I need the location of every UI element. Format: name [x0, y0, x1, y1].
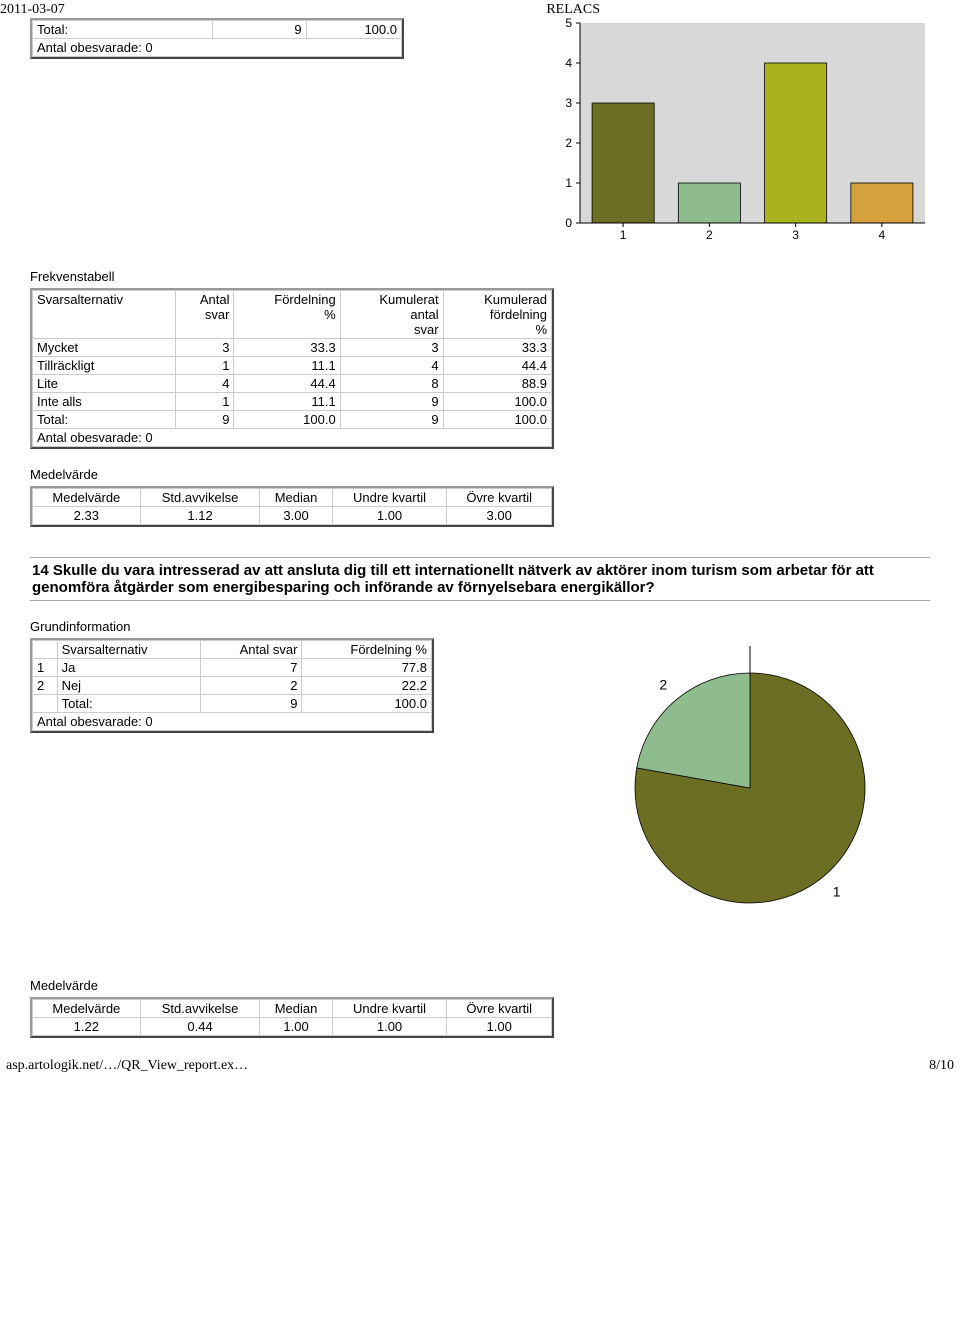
svg-text:3: 3	[792, 228, 799, 242]
top-total-svar: 9	[212, 21, 306, 39]
svg-text:2: 2	[659, 677, 667, 693]
top-unanswered: Antal obesvarade: 0	[33, 39, 402, 57]
footer-left: asp.artologik.net/…/QR_View_report.ex…	[0, 1058, 248, 1074]
freq-table: SvarsalternativAntalsvarFördelning%Kumul…	[32, 290, 552, 447]
svg-text:4: 4	[879, 228, 886, 242]
question-text: 14 Skulle du vara intresserad av att ans…	[30, 557, 930, 601]
stats2-table: MedelvärdeStd.avvikelseMedianUndre kvart…	[32, 999, 552, 1036]
grund-title: Grundinformation	[30, 619, 930, 634]
svg-text:5: 5	[565, 18, 572, 30]
stats1-table: MedelvärdeStd.avvikelseMedianUndre kvart…	[32, 488, 552, 525]
grund-table: SvarsalternativAntal svarFördelning %1Ja…	[32, 640, 432, 731]
top-total-table: Total: 9 100.0 Antal obesvarade: 0	[32, 20, 402, 57]
meta-date: 2011-03-07	[0, 2, 65, 18]
svg-text:1: 1	[620, 228, 627, 242]
svg-text:1: 1	[565, 176, 572, 190]
freq-title: Frekvenstabell	[30, 269, 930, 284]
svg-text:3: 3	[565, 96, 572, 110]
svg-text:4: 4	[565, 56, 572, 70]
svg-text:1: 1	[833, 883, 841, 899]
footer-right: 8/10	[929, 1058, 960, 1074]
pie-chart: 12	[590, 638, 930, 938]
bar-chart: 0 1 2 3 4 5 1 2 3 4	[550, 18, 930, 251]
top-total-label: Total:	[33, 21, 213, 39]
stats1-title: Medelvärde	[30, 467, 930, 482]
svg-text:0: 0	[565, 216, 572, 230]
svg-text:2: 2	[565, 136, 572, 150]
top-total-pct: 100.0	[306, 21, 401, 39]
svg-text:2: 2	[706, 228, 713, 242]
meta-title: RELACS	[546, 2, 600, 18]
stats2-title: Medelvärde	[30, 978, 930, 993]
